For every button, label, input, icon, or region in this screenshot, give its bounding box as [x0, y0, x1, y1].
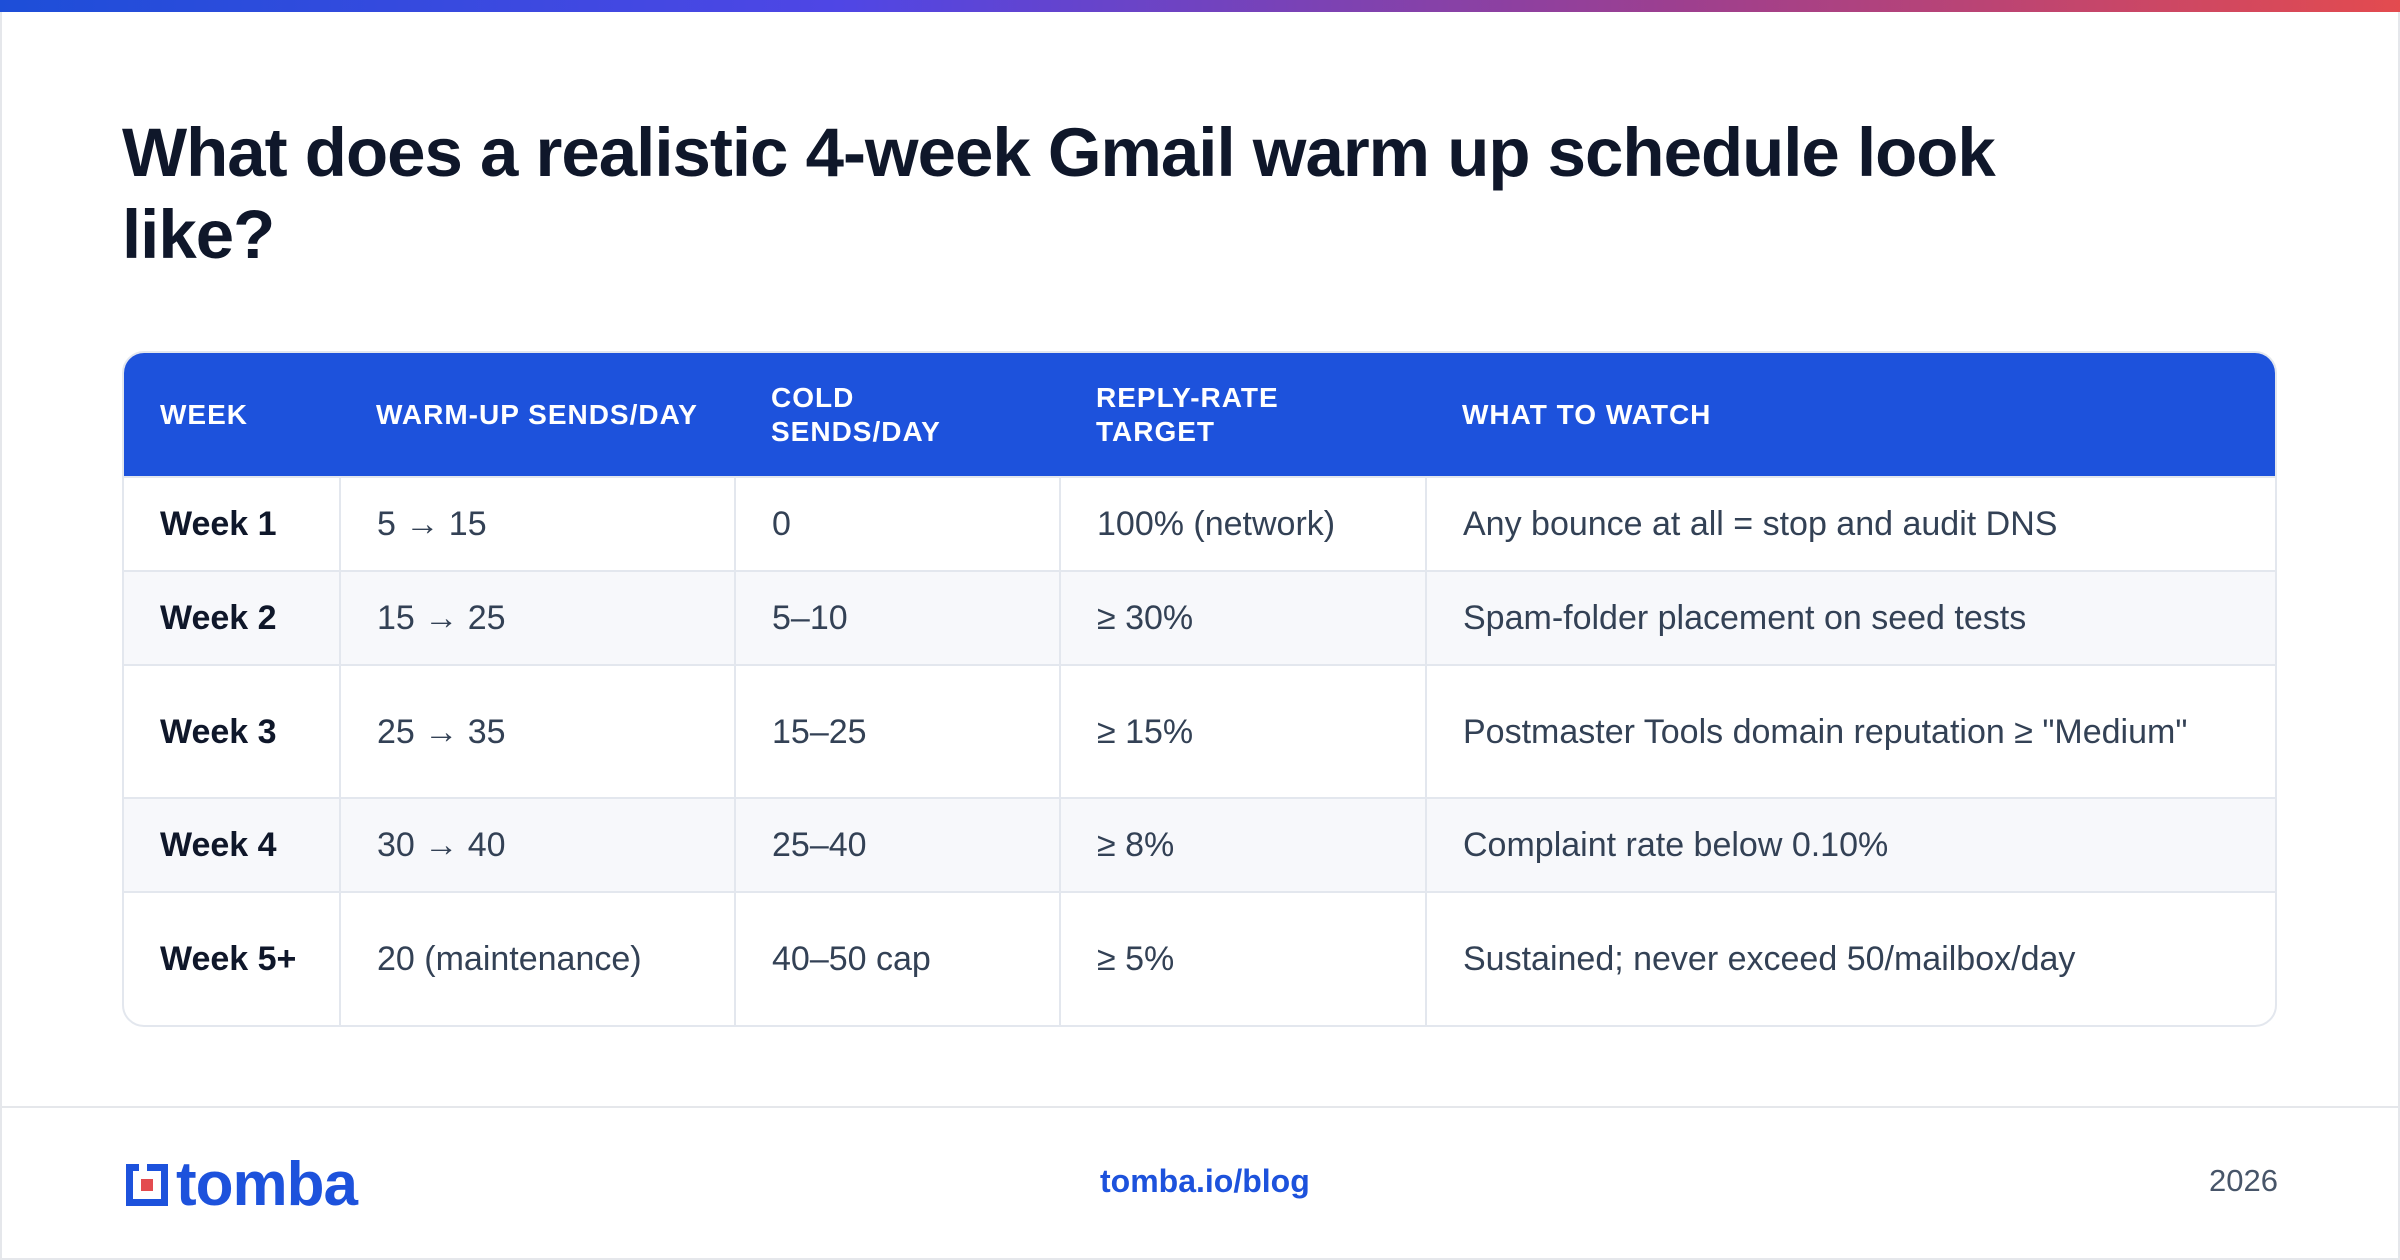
- cell-cold-sends: 40–50 cap: [734, 892, 1060, 1025]
- cell-warm-up-sends: 25 → 35: [339, 665, 735, 798]
- cell-week: Week 4: [160, 826, 277, 864]
- table-row: Week 4 30 → 40 25–40 ≥ 8% Complaint rate…: [124, 798, 2275, 892]
- table-row: Week 1 5 → 15 0 100% (network) Any bounc…: [124, 477, 2275, 571]
- cell-cold-sends: 0: [734, 477, 1060, 571]
- header-cold-sends: COLD SENDS/DAY: [771, 381, 941, 447]
- cell-warm-up-sends: 20 (maintenance): [339, 892, 735, 1025]
- blog-link[interactable]: tomba.io/blog: [1100, 1163, 1310, 1199]
- cell-what-to-watch: Postmaster Tools domain reputation ≥ "Me…: [1425, 665, 2275, 798]
- logo-wordmark: tomba: [176, 1150, 358, 1219]
- cell-reply-rate: ≥ 15%: [1059, 665, 1426, 798]
- cell-reply-rate: ≥ 8%: [1059, 798, 1426, 892]
- cell-cold-sends: 15–25: [734, 665, 1060, 798]
- footer-divider: [0, 1106, 2400, 1108]
- cell-warm-up-sends: 5 → 15: [339, 477, 735, 571]
- table-row: Week 2 15 → 25 5–10 ≥ 30% Spam-folder pl…: [124, 571, 2275, 665]
- tomba-logo-mark-icon: [126, 1164, 168, 1206]
- cell-what-to-watch: Any bounce at all = stop and audit DNS: [1425, 477, 2275, 571]
- cell-warm-up-sends: 30 → 40: [339, 798, 735, 892]
- table-row: Week 5+ 20 (maintenance) 40–50 cap ≥ 5% …: [124, 892, 2275, 1025]
- cell-week: Week 5+: [160, 940, 297, 978]
- cell-what-to-watch: Complaint rate below 0.10%: [1425, 798, 2275, 892]
- schedule-table-container: WEEK WARM-UP SENDS/DAY COLD SENDS/DAY RE…: [122, 351, 2277, 1027]
- cell-week: Week 3: [160, 712, 277, 751]
- cell-reply-rate: ≥ 5%: [1059, 892, 1426, 1025]
- header-what-to-watch: WHAT TO WATCH: [1462, 398, 1712, 430]
- header-reply-rate-target: REPLY-RATE TARGET: [1096, 381, 1279, 447]
- cell-reply-rate: 100% (network): [1059, 477, 1426, 571]
- cell-cold-sends: 25–40: [734, 798, 1060, 892]
- tomba-logo[interactable]: tomba: [122, 1150, 358, 1219]
- table-header-row: WEEK WARM-UP SENDS/DAY COLD SENDS/DAY RE…: [124, 353, 2275, 477]
- year-label: 2026: [2209, 1163, 2278, 1198]
- gradient-top-bar: [0, 0, 2400, 12]
- cell-reply-rate: ≥ 30%: [1059, 571, 1426, 665]
- cell-warm-up-sends: 15 → 25: [339, 571, 735, 665]
- cell-cold-sends: 5–10: [734, 571, 1060, 665]
- cell-what-to-watch: Spam-folder placement on seed tests: [1425, 571, 2275, 665]
- page-title: What does a realistic 4-week Gmail warm …: [122, 114, 1996, 273]
- cell-what-to-watch: Sustained; never exceed 50/mailbox/day: [1425, 892, 2275, 1025]
- cell-week: Week 2: [160, 599, 277, 637]
- warm-up-schedule-table: WEEK WARM-UP SENDS/DAY COLD SENDS/DAY RE…: [124, 353, 2275, 1025]
- header-warm-up-sends: WARM-UP SENDS/DAY: [376, 398, 698, 430]
- table-row: Week 3 25 → 35 15–25 ≥ 15% Postmaster To…: [124, 665, 2275, 798]
- cell-week: Week 1: [160, 505, 277, 543]
- header-week: WEEK: [160, 398, 248, 430]
